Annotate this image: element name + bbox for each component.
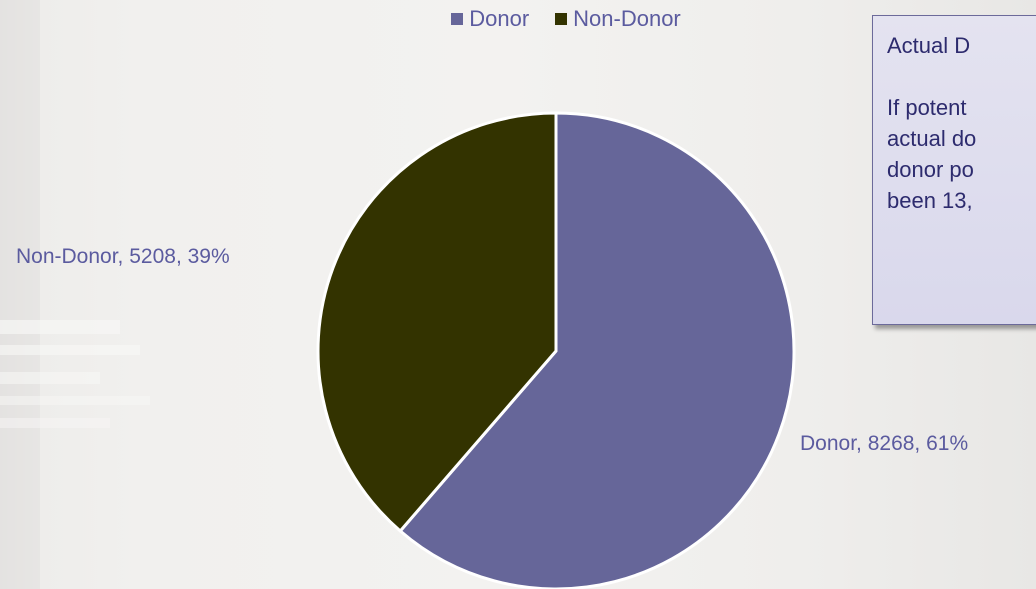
data-label-donor: Donor, 8268, 61% xyxy=(800,432,968,456)
callout-text-line: donor po xyxy=(887,154,1036,185)
callout-title: Actual D xyxy=(887,30,1036,61)
callout-text-line: actual do xyxy=(887,123,1036,154)
callout-text-line: If potent xyxy=(887,92,1036,123)
callout-text-line: been 13, xyxy=(887,185,1036,216)
data-label-non-donor: Non-Donor, 5208, 39% xyxy=(16,245,230,269)
callout-box: Actual D If potent actual do donor po be… xyxy=(872,15,1036,325)
